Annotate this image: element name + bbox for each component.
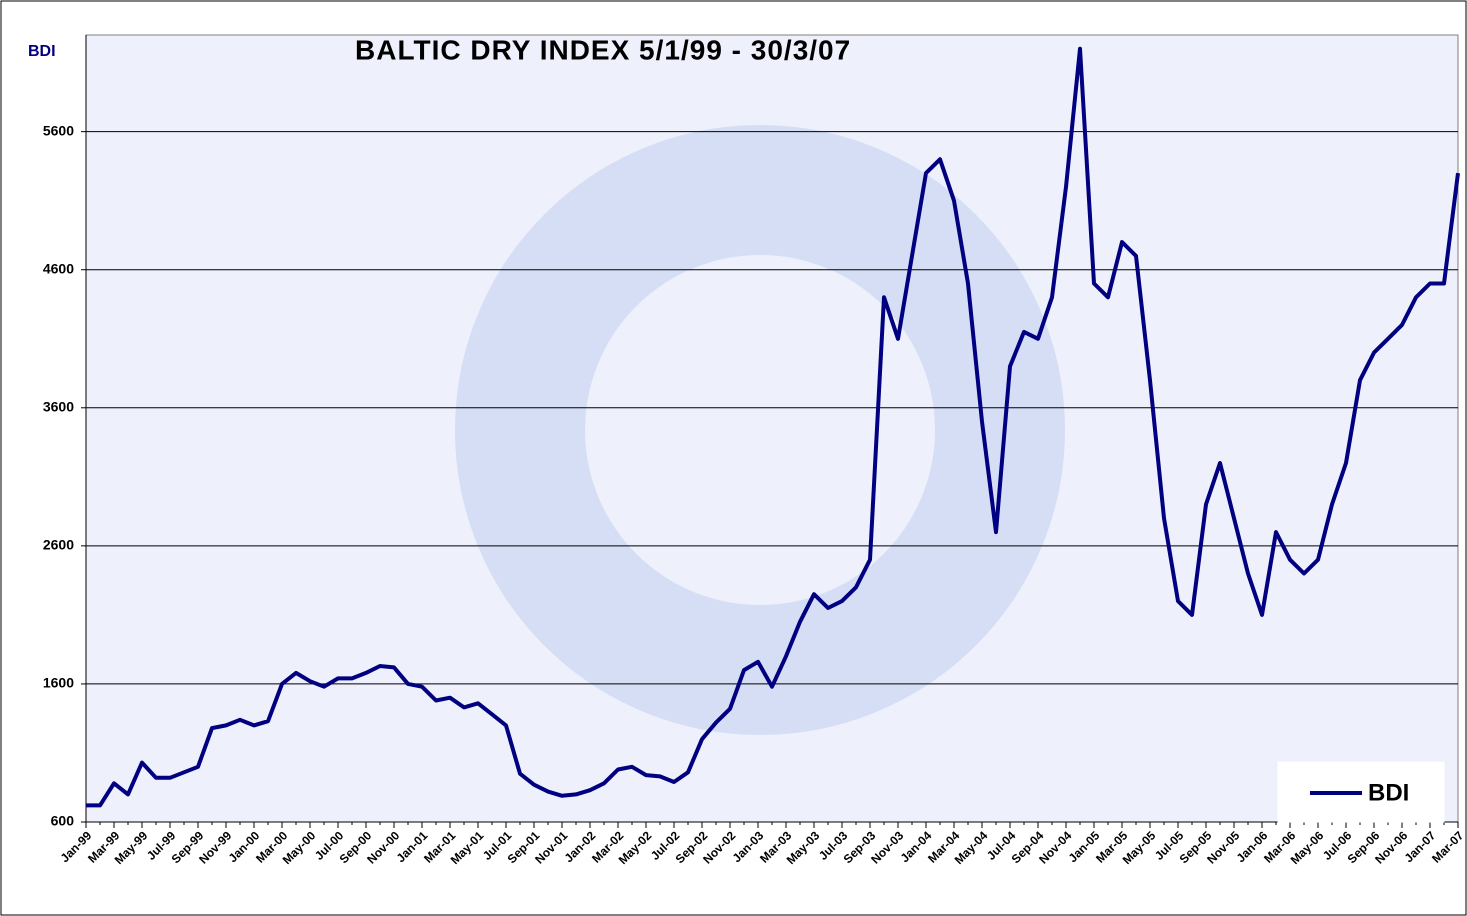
y-tick-label: 4600 [43,260,74,276]
y-tick-label: 600 [51,813,75,829]
data-line [86,46,1460,808]
y-axis-label: BDI [28,43,56,60]
y-tick-label: 2600 [43,537,74,553]
y-tick-label: 1600 [43,675,74,691]
legend-label: BDI [1368,779,1409,806]
y-tick-label: 5600 [43,122,74,138]
plot-area [85,34,1459,823]
chart-title: BALTIC DRY INDEX 5/1/99 - 30/3/07 [355,34,851,65]
watermark [455,125,1065,735]
y-tick-label: 3600 [43,398,74,414]
